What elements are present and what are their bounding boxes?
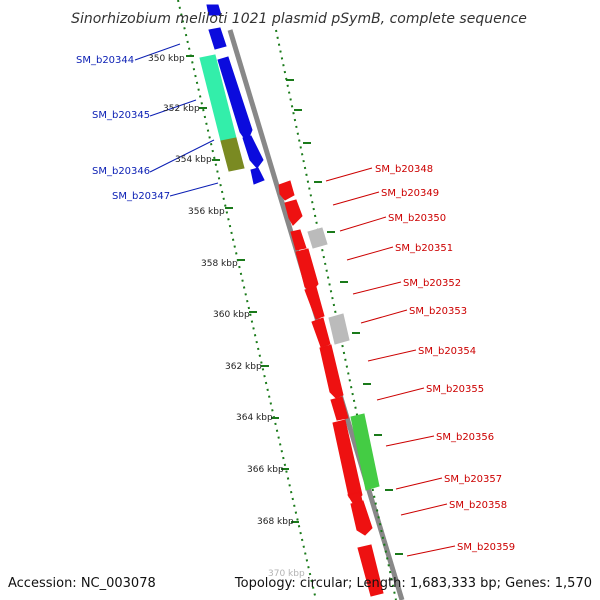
scale-label-370: 370 kbp [268,569,305,579]
gene-label-SM_b20357[interactable]: SM_b20357 [444,474,502,485]
leader-line [352,281,402,295]
leader-line [395,477,443,490]
scale-label-350: 350 kbp [148,54,185,64]
feature-blue[interactable] [242,135,264,169]
gene-label-SM_b20351[interactable]: SM_b20351 [395,243,453,254]
feature-red[interactable] [357,544,384,597]
gene-label-SM_b20345[interactable]: SM_b20345 [92,110,150,121]
leader-line [134,43,181,61]
leader-line [149,139,215,173]
feature-red[interactable] [311,317,331,348]
feature-gray[interactable] [307,227,328,249]
leader-line [367,349,417,362]
feature-blue[interactable] [206,4,222,16]
accession-text: Accession: NC_003078 [8,576,156,591]
gene-label-SM_b20344[interactable]: SM_b20344 [76,55,134,66]
leader-line [385,435,435,447]
scale-label-354: 354 kbp [175,155,212,165]
scale-label-358: 358 kbp [201,259,238,269]
leader-line [346,246,394,261]
gene-label-SM_b20350[interactable]: SM_b20350 [388,213,446,224]
scale-label-362: 362 kbp [225,362,262,372]
feature-olive[interactable] [220,137,245,172]
feature-blue[interactable] [208,27,227,50]
feature-blue[interactable] [250,167,265,185]
scale-label-352: 352 kbp [163,104,200,114]
scale-label-360: 360 kbp [213,310,250,320]
leader-line [169,182,219,197]
leader-line [325,167,373,182]
leader-line [400,503,448,516]
scale-label-368: 368 kbp [257,517,294,527]
feature-red[interactable] [319,344,344,399]
gene-label-SM_b20349[interactable]: SM_b20349 [381,188,439,199]
gene-label-SM_b20359[interactable]: SM_b20359 [457,542,515,553]
feature-green[interactable] [350,413,380,491]
scale-ticks [186,55,403,555]
gene-label-SM_b20353[interactable]: SM_b20353 [409,306,467,317]
gene-label-SM_b20346[interactable]: SM_b20346 [92,166,150,177]
summary-text: Topology: circular; Length: 1,683,333 bp… [234,576,592,591]
feature-red[interactable] [330,396,349,421]
label-leaders [134,43,456,557]
gene-features [199,4,384,597]
feature-red[interactable] [284,199,303,226]
leader-line [339,216,387,232]
feature-red[interactable] [278,180,295,201]
feature-red[interactable] [290,229,307,251]
feature-red[interactable] [295,248,319,293]
leader-line [149,99,197,117]
feature-gray[interactable] [328,313,350,345]
map-title: Sinorhizobium meliloti 1021 plasmid pSym… [71,11,527,27]
gene-label-SM_b20352[interactable]: SM_b20352 [403,278,461,289]
gene-label-SM_b20347[interactable]: SM_b20347 [112,191,170,202]
gene-label-SM_b20355[interactable]: SM_b20355 [426,384,484,395]
gene-label-SM_b20358[interactable]: SM_b20358 [449,500,507,511]
leader-line [406,545,456,557]
gene-label-SM_b20348[interactable]: SM_b20348 [375,164,433,175]
feature-red[interactable] [350,500,373,536]
feature-red[interactable] [304,286,325,320]
leader-line [332,191,380,206]
scale-label-356: 356 kbp [188,207,225,217]
scale-label-364: 364 kbp [236,413,273,423]
scale-label-366: 366 kbp [247,465,284,475]
gene-label-SM_b20354[interactable]: SM_b20354 [418,346,476,357]
gene-label-SM_b20356[interactable]: SM_b20356 [436,432,494,443]
leader-line [360,309,408,324]
leader-line [376,387,425,401]
